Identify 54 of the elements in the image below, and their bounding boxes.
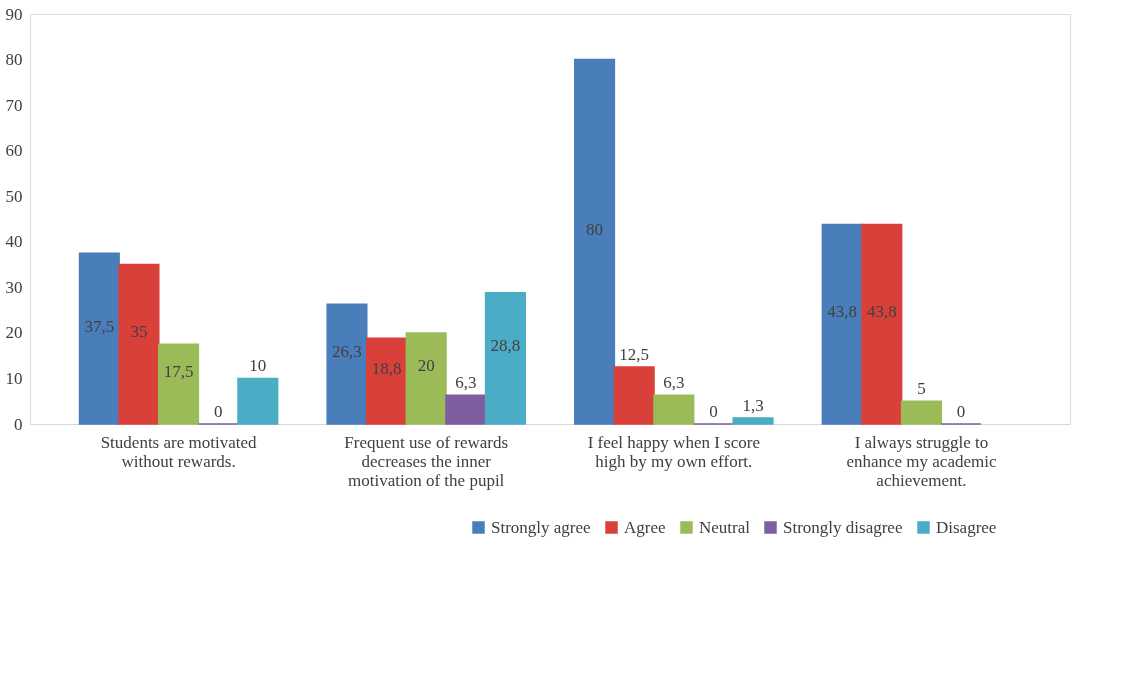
bar: [326, 303, 368, 425]
data-label: 10: [249, 356, 267, 376]
data-label: 80: [586, 219, 604, 239]
x-tick-label: Frequent use of rewards decreases the inner motivation of the pupil: [344, 432, 509, 490]
data-label: 6,3: [663, 373, 685, 393]
data-label: 6,3: [455, 373, 477, 393]
legend-label: Strongly agree: [491, 517, 591, 537]
legend-label: Strongly disagree: [783, 517, 903, 537]
bar: [821, 223, 863, 425]
data-label: 43,8: [827, 302, 858, 322]
data-label: 5: [917, 379, 926, 399]
data-label: 35: [130, 322, 148, 342]
x-tick-label: I feel happy when I score high by my own effort.: [587, 432, 760, 471]
legend-label: Disagree: [936, 517, 997, 537]
y-tick-label: 30: [5, 277, 23, 297]
y-tick-label: 0: [14, 414, 23, 434]
x-tick-label: I always struggle to enhance my academic achievement.: [846, 432, 997, 490]
bar: [900, 400, 942, 425]
y-tick-label: 20: [5, 323, 23, 343]
data-label: 28,8: [490, 336, 521, 356]
y-tick-label: 90: [5, 4, 23, 24]
data-label: 0: [956, 402, 966, 421]
legend-label: Agree: [624, 517, 666, 537]
y-tick-label: 50: [5, 186, 23, 206]
data-label: 0: [213, 402, 223, 421]
data-label: 20: [417, 356, 435, 376]
y-tick-label: 10: [5, 368, 23, 388]
data-label: 18,8: [371, 359, 402, 379]
bar: [653, 394, 695, 425]
data-label: 17,5: [163, 362, 194, 382]
bar: [574, 58, 616, 425]
bar: [118, 263, 160, 425]
bar: [237, 377, 279, 425]
bar: [158, 343, 200, 425]
bar: [78, 252, 120, 425]
bar: [445, 394, 487, 425]
bar: [732, 417, 774, 425]
y-tick-label: 60: [5, 141, 23, 161]
bar: [366, 337, 408, 425]
data-label: 0: [709, 402, 718, 421]
legend-label: Neutral: [699, 517, 751, 537]
data-label: 26,3: [332, 342, 362, 362]
y-tick-label: 70: [5, 95, 23, 115]
bar: [484, 292, 526, 425]
x-tick-label: Students are motivated without rewards.: [100, 432, 257, 471]
data-label: 1,3: [742, 396, 764, 416]
bar: [405, 332, 447, 425]
y-tick-label: 80: [5, 50, 23, 70]
bar: [861, 223, 903, 425]
data-label: 37,5: [84, 316, 115, 336]
bar: [613, 366, 655, 425]
y-tick-label: 40: [5, 232, 23, 252]
data-label: 12,5: [619, 345, 650, 365]
data-label: 43,8: [866, 302, 897, 322]
